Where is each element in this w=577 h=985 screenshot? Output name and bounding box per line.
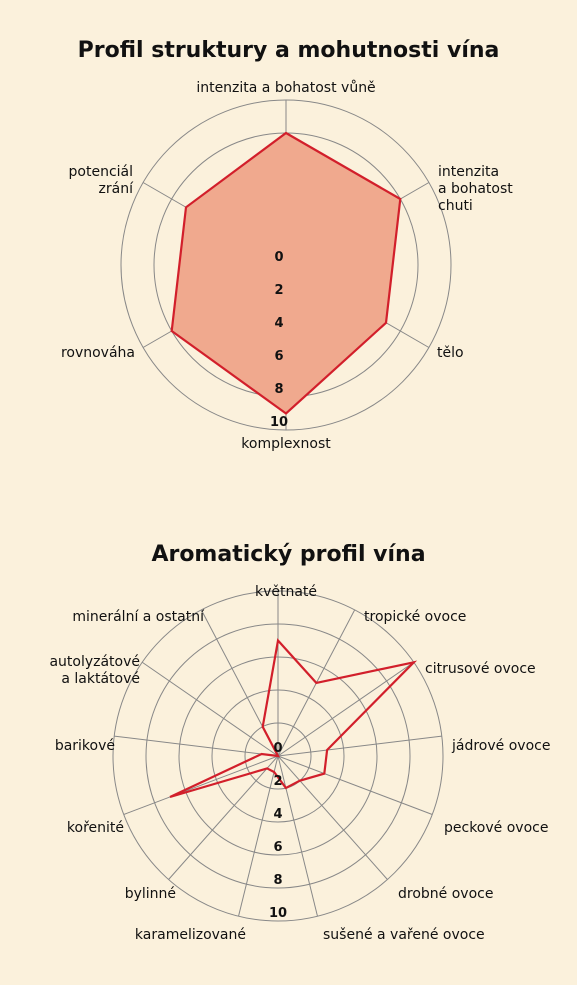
axis-label: tropické ovoce [364,609,466,625]
tick-label: 2 [274,283,283,298]
tick-label: 0 [273,741,282,756]
axis-label: autolyzátové a laktátové [49,654,140,687]
tick-label: 10 [270,415,288,430]
tick-label: 2 [273,774,282,789]
aroma-chart-title: Aromatický profil vína [151,542,426,567]
axis-label: komplexnost [241,436,331,452]
axis-label: barikové [55,738,115,754]
series-polygon [169,638,418,799]
axis-spoke [114,735,279,757]
axis-label: sušené a vařené ovoce [323,927,485,943]
axis-label: karamelizované [135,927,246,943]
axis-spoke [123,755,279,815]
axis-label: potenciál zrání [69,164,135,197]
axis-spoke [141,661,279,757]
tick-label: 4 [274,316,283,331]
axis-label: minerální a ostatní [72,609,205,625]
axis-label: intenzita a bohatost vůně [196,80,375,96]
tick-label: 6 [274,349,283,364]
axis-label: rovnováha [61,345,135,361]
tick-label: 0 [274,250,283,265]
axis-spoke [168,755,279,880]
axis-spoke [277,755,388,880]
axis-label: bylinné [125,886,176,902]
axis-spoke [238,755,279,917]
tick-label: 8 [273,873,282,888]
axis-spoke [277,755,318,917]
axis-label: peckové ovoce [444,820,548,836]
axis-spoke [277,661,415,757]
tick-label: 10 [269,906,287,921]
axis-label: kořenité [67,820,124,836]
tick-label: 8 [274,382,283,397]
axis-label: květnaté [255,584,317,600]
axis-label: tělo [437,345,464,361]
axis-label: citrusové ovoce [425,661,536,677]
axis-spoke [277,755,433,815]
structure-radar-chart: 0 2 4 6 8 10 intenzita a bohatost vůně intenzit… [61,80,513,452]
tick-label: 6 [273,840,282,855]
tick-label: 4 [273,807,282,822]
structure-chart-title: Profil struktury a mohutnosti vína [77,38,500,63]
axis-spoke [277,735,442,757]
axis-label: intenzita a bohatost chuti [438,164,513,214]
axis-label: jádrové ovoce [451,738,550,754]
axis-label: drobné ovoce [398,886,493,902]
